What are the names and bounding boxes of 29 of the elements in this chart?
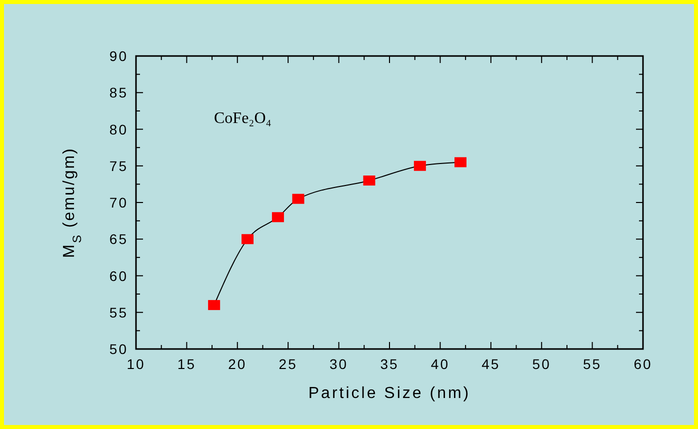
annotation: CoFe₂O₄ <box>214 110 272 127</box>
point <box>292 194 304 204</box>
y-tick-label: 70 <box>109 194 128 210</box>
y-tick-label: 85 <box>109 84 128 101</box>
y-tick-label: 60 <box>109 268 128 284</box>
x-tick-label: 55 <box>583 356 602 372</box>
x-tick-label: 45 <box>482 356 500 372</box>
x-tick-label: 25 <box>278 356 298 372</box>
y-tick-label: 90 <box>109 48 128 64</box>
x-tick-label: 10 <box>126 356 146 372</box>
point <box>242 234 254 244</box>
x-tick-label: 30 <box>330 356 348 372</box>
x-tick-label: 35 <box>380 356 399 372</box>
y-tick-label: 75 <box>109 158 128 174</box>
x-tick-label: 20 <box>228 356 247 372</box>
y-tick-label: 65 <box>109 231 128 248</box>
point <box>363 176 376 186</box>
x-tick-label: 60 <box>634 356 652 372</box>
y-tick-label: 80 <box>109 121 128 138</box>
y-tick-label: 55 <box>109 304 128 320</box>
point <box>414 160 426 171</box>
x-axis-title: Particle Size (nm) <box>308 385 471 402</box>
point <box>208 300 220 310</box>
y-tick-label: 50 <box>109 341 128 357</box>
x-tick-label: 40 <box>430 356 450 372</box>
x-tick-label: 50 <box>532 356 551 372</box>
point <box>272 212 284 222</box>
point <box>454 157 466 168</box>
x-tick-label: 15 <box>177 356 196 372</box>
